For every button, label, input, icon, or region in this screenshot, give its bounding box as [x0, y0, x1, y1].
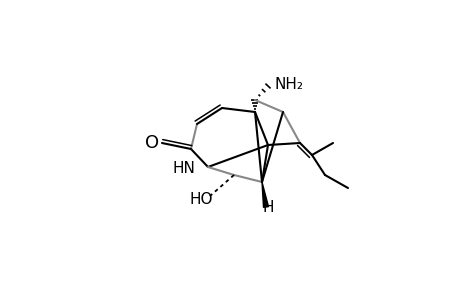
Text: HN: HN: [172, 160, 195, 175]
Text: HO: HO: [189, 193, 213, 208]
Text: NH₂: NH₂: [274, 76, 303, 92]
Text: O: O: [145, 134, 159, 152]
Text: H: H: [262, 200, 273, 214]
Polygon shape: [262, 182, 268, 207]
